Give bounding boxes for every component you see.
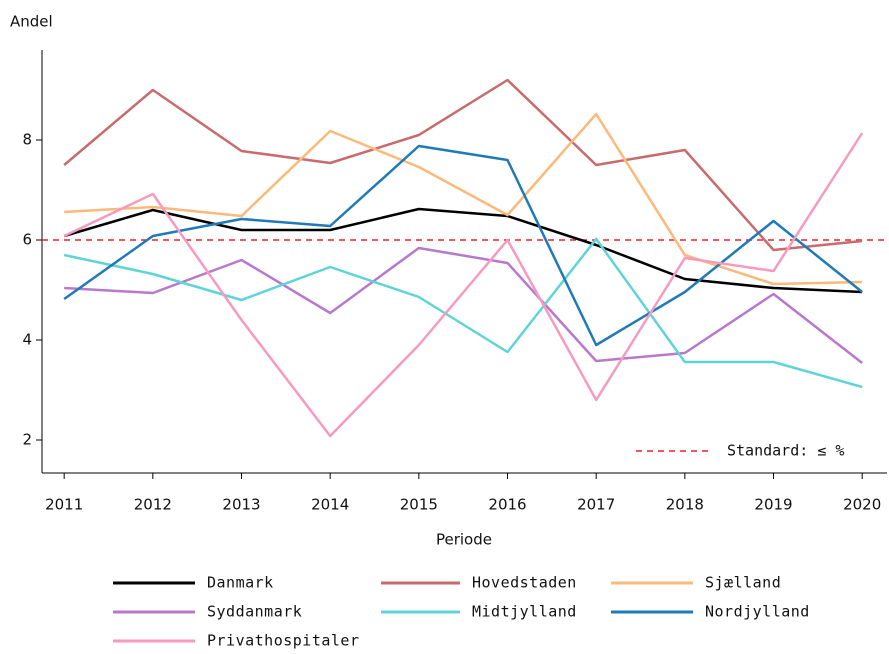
legend-label: Hovedstaden <box>472 574 577 592</box>
series-line <box>63 132 864 438</box>
reference-label: Standard: ≤ % <box>727 442 844 460</box>
legend-label: Danmark <box>207 574 274 592</box>
y-tick-label: 6 <box>22 231 32 249</box>
series-line <box>63 237 863 389</box>
legend-label: Privathospitaler <box>207 632 360 650</box>
x-tick-label: 2014 <box>311 496 349 514</box>
legend-label: Midtjylland <box>472 603 577 621</box>
legend: Danmark Hovedstaden Sjælland Syddanmark Midt… <box>113 574 810 650</box>
legend-label: Nordjylland <box>705 603 810 621</box>
x-tick-label: 2019 <box>754 496 792 514</box>
x-tick-label: 2018 <box>666 496 704 514</box>
x-tick-label: 2020 <box>843 496 881 514</box>
series-line <box>64 112 863 286</box>
series-line <box>63 207 863 294</box>
y-tick-label: 8 <box>22 131 32 149</box>
x-tick-label: 2016 <box>488 496 526 514</box>
series-line <box>63 78 863 252</box>
x-axis-label: Periode <box>436 531 492 549</box>
x-tick-label: 2011 <box>45 496 83 514</box>
legend-label: Sjælland <box>705 574 781 592</box>
x-tick-label: 2017 <box>577 496 615 514</box>
x-tick-label: 2013 <box>222 496 260 514</box>
legend-label: Syddanmark <box>207 603 302 621</box>
series-line <box>64 246 863 364</box>
x-tick-label: 2012 <box>134 496 172 514</box>
y-tick-label: 2 <box>22 431 32 449</box>
series-line <box>63 144 863 347</box>
x-tick-label: 2015 <box>400 496 438 514</box>
y-tick-label: 4 <box>22 331 32 349</box>
y-axis-label: Andel <box>10 13 53 31</box>
